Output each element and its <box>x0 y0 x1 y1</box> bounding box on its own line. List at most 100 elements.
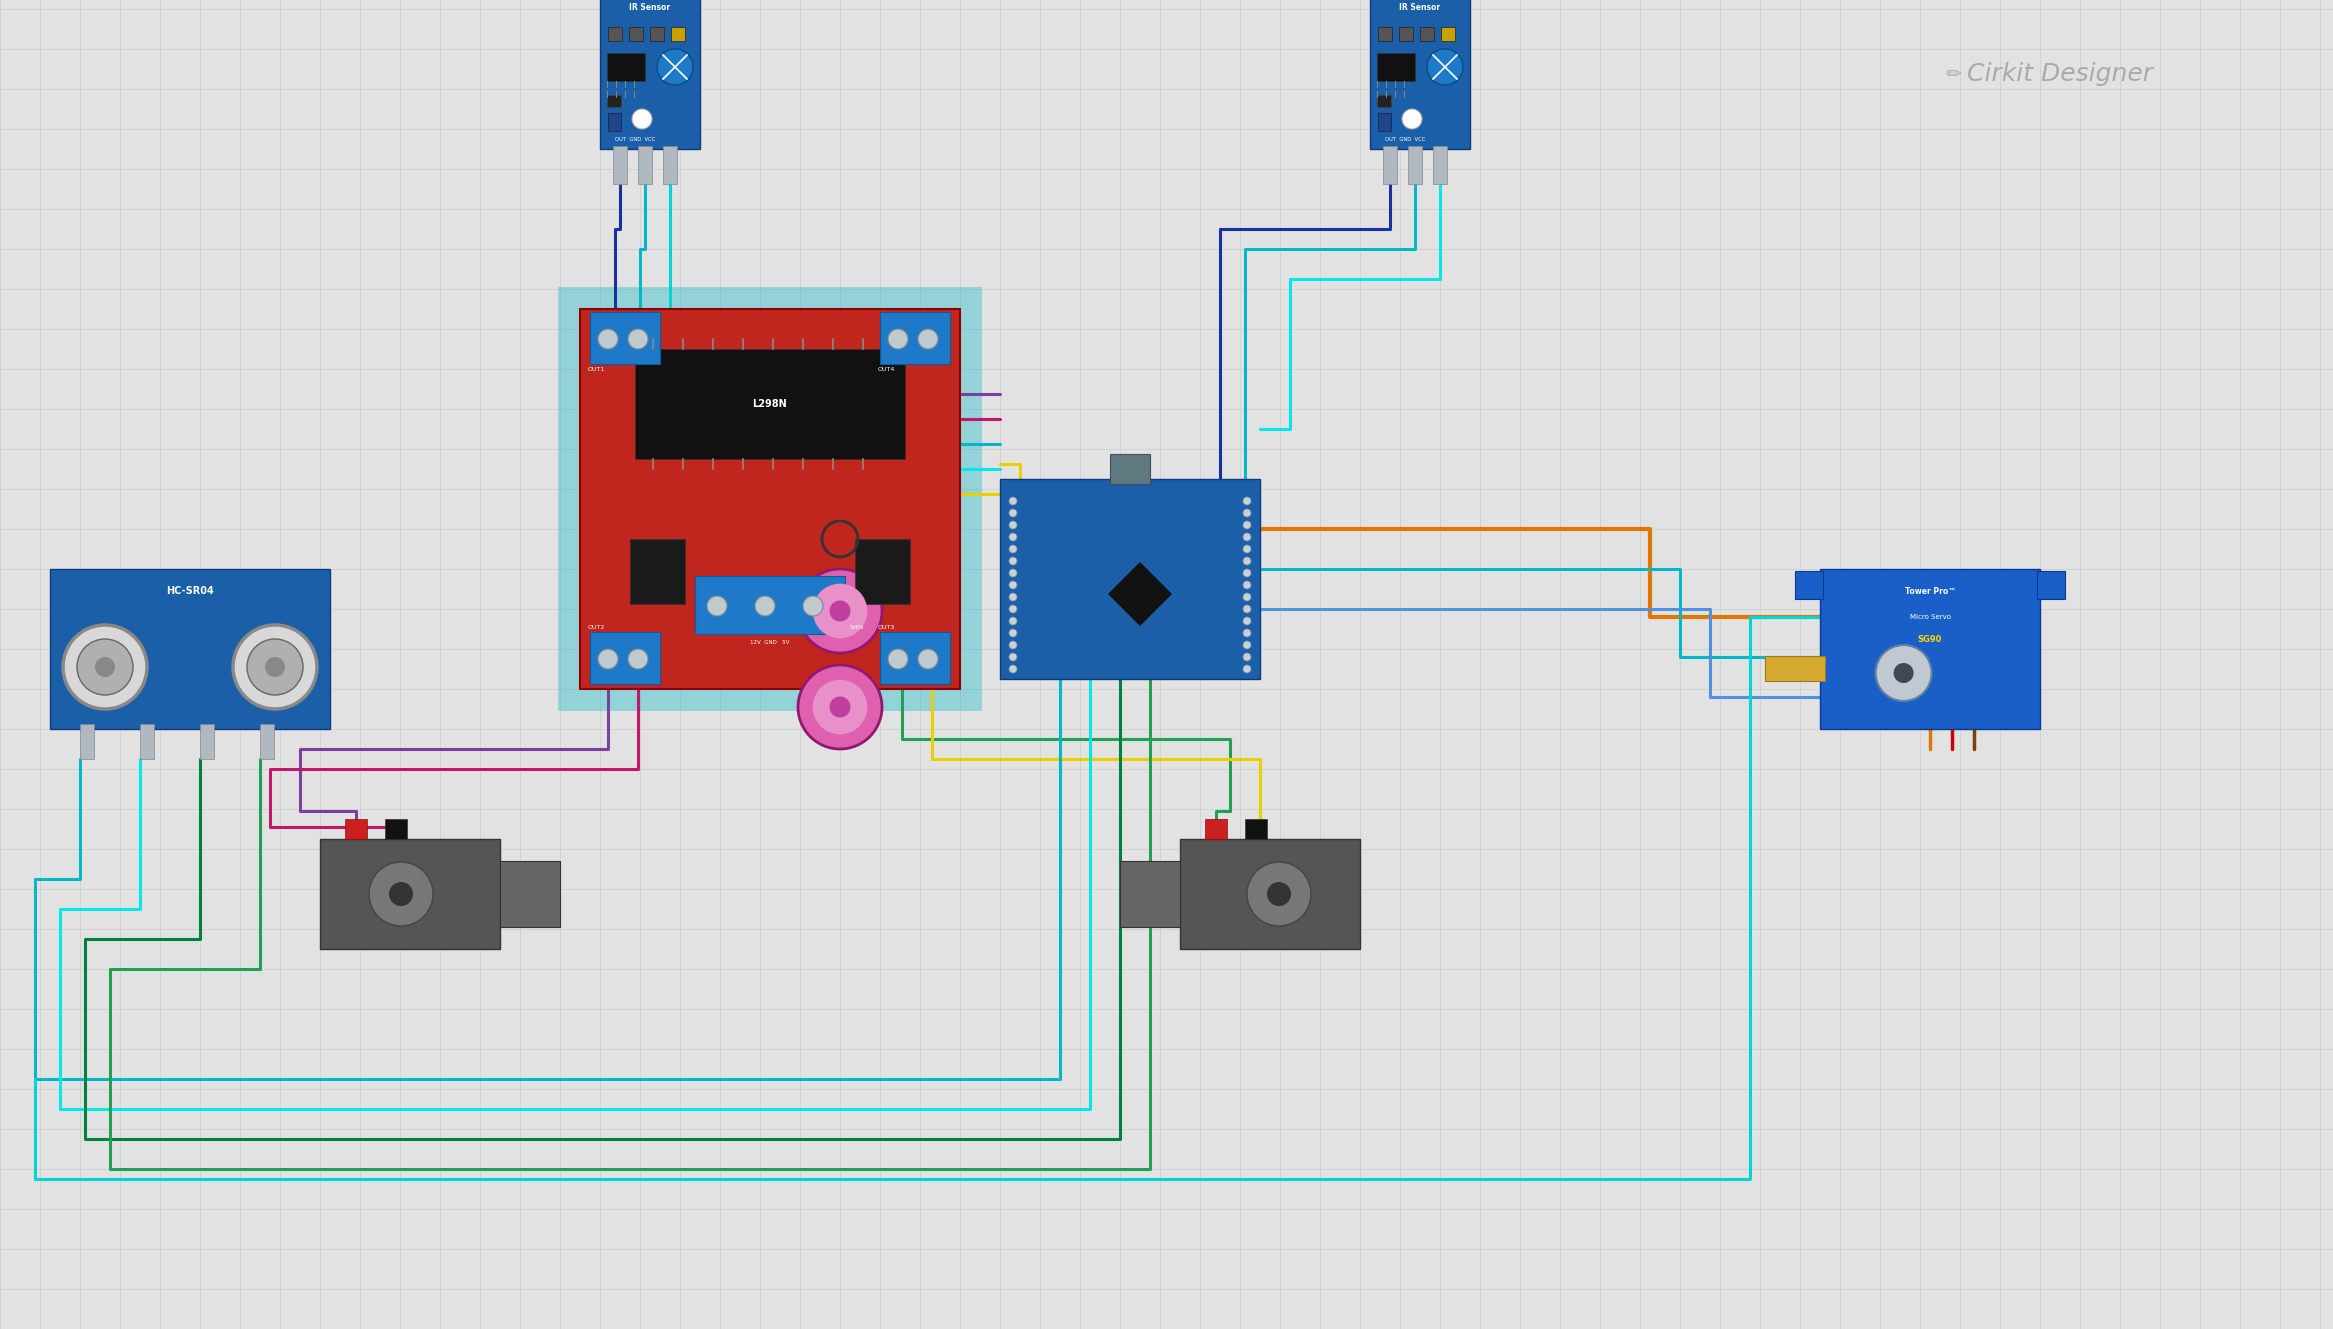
FancyBboxPatch shape <box>2037 571 2065 599</box>
Circle shape <box>266 657 285 676</box>
FancyBboxPatch shape <box>1001 478 1260 679</box>
Circle shape <box>628 330 649 350</box>
Circle shape <box>1428 49 1463 85</box>
FancyBboxPatch shape <box>385 819 406 839</box>
Circle shape <box>812 679 868 735</box>
Circle shape <box>1008 664 1017 672</box>
FancyBboxPatch shape <box>345 819 366 839</box>
FancyBboxPatch shape <box>880 312 950 364</box>
FancyBboxPatch shape <box>637 146 651 183</box>
FancyBboxPatch shape <box>607 94 621 108</box>
FancyBboxPatch shape <box>663 146 677 183</box>
Text: Tower Pro™: Tower Pro™ <box>1904 586 1955 595</box>
Circle shape <box>1243 497 1250 505</box>
FancyBboxPatch shape <box>49 569 329 730</box>
FancyBboxPatch shape <box>607 53 644 81</box>
FancyBboxPatch shape <box>630 540 686 603</box>
Circle shape <box>1243 533 1250 541</box>
Circle shape <box>1243 629 1250 637</box>
Circle shape <box>1008 581 1017 589</box>
Circle shape <box>707 595 728 617</box>
Circle shape <box>1008 509 1017 517</box>
Text: Cirkit Designer: Cirkit Designer <box>1967 62 2153 86</box>
Circle shape <box>917 330 938 350</box>
Circle shape <box>632 109 651 129</box>
Circle shape <box>1243 509 1250 517</box>
Circle shape <box>1008 653 1017 661</box>
Text: 12V  GND   5V: 12V GND 5V <box>751 641 789 645</box>
FancyBboxPatch shape <box>1111 455 1150 484</box>
FancyBboxPatch shape <box>499 861 560 928</box>
Text: OUT1: OUT1 <box>588 367 604 372</box>
Circle shape <box>831 696 852 718</box>
Circle shape <box>96 657 114 676</box>
Circle shape <box>1008 557 1017 565</box>
Circle shape <box>658 49 693 85</box>
Circle shape <box>597 649 618 668</box>
Text: OUT2: OUT2 <box>588 625 604 630</box>
FancyBboxPatch shape <box>1206 819 1227 839</box>
FancyBboxPatch shape <box>600 0 700 149</box>
Circle shape <box>63 625 147 708</box>
Text: OUT4: OUT4 <box>877 367 896 372</box>
Circle shape <box>390 882 413 906</box>
FancyBboxPatch shape <box>1409 146 1423 183</box>
FancyBboxPatch shape <box>581 310 959 688</box>
FancyBboxPatch shape <box>1376 94 1390 108</box>
Circle shape <box>917 649 938 668</box>
Circle shape <box>1267 882 1290 906</box>
FancyBboxPatch shape <box>1120 861 1180 928</box>
Circle shape <box>798 664 882 750</box>
Text: HC-SR04: HC-SR04 <box>166 586 215 595</box>
FancyBboxPatch shape <box>1432 146 1446 183</box>
FancyBboxPatch shape <box>140 724 154 759</box>
FancyBboxPatch shape <box>590 312 660 364</box>
Circle shape <box>1876 645 1932 700</box>
Circle shape <box>369 863 434 926</box>
FancyBboxPatch shape <box>201 724 215 759</box>
Circle shape <box>1008 629 1017 637</box>
Circle shape <box>233 625 317 708</box>
FancyBboxPatch shape <box>1180 839 1360 949</box>
Circle shape <box>77 639 133 695</box>
Circle shape <box>1243 664 1250 672</box>
Circle shape <box>1243 557 1250 565</box>
FancyBboxPatch shape <box>558 287 982 711</box>
Circle shape <box>1008 593 1017 601</box>
Circle shape <box>1243 581 1250 589</box>
Circle shape <box>1008 641 1017 649</box>
FancyBboxPatch shape <box>1246 819 1267 839</box>
Circle shape <box>1243 605 1250 613</box>
Circle shape <box>247 639 303 695</box>
Circle shape <box>1008 569 1017 577</box>
Text: ✏: ✏ <box>1946 65 1962 84</box>
Circle shape <box>756 595 775 617</box>
FancyBboxPatch shape <box>1820 569 2039 730</box>
FancyBboxPatch shape <box>614 146 628 183</box>
Circle shape <box>1243 569 1250 577</box>
Circle shape <box>1243 653 1250 661</box>
FancyBboxPatch shape <box>1421 27 1435 41</box>
Text: L298N: L298N <box>754 399 786 409</box>
FancyBboxPatch shape <box>651 27 665 41</box>
FancyBboxPatch shape <box>609 27 623 41</box>
Circle shape <box>831 601 852 622</box>
Text: IR Sensor: IR Sensor <box>630 3 670 12</box>
Circle shape <box>1243 641 1250 649</box>
Circle shape <box>1008 545 1017 553</box>
FancyBboxPatch shape <box>259 724 273 759</box>
Text: SG90: SG90 <box>1918 634 1941 643</box>
Text: OUT  GND  VCC: OUT GND VCC <box>616 137 656 142</box>
FancyBboxPatch shape <box>1369 0 1470 149</box>
Circle shape <box>1243 593 1250 601</box>
FancyBboxPatch shape <box>630 27 644 41</box>
Circle shape <box>628 649 649 668</box>
FancyBboxPatch shape <box>609 113 621 132</box>
Polygon shape <box>1108 562 1171 626</box>
Circle shape <box>1008 605 1017 613</box>
Circle shape <box>1243 545 1250 553</box>
Circle shape <box>889 649 908 668</box>
FancyBboxPatch shape <box>1766 657 1824 680</box>
Circle shape <box>597 330 618 350</box>
Text: OUT  GND  VCC: OUT GND VCC <box>1386 137 1425 142</box>
